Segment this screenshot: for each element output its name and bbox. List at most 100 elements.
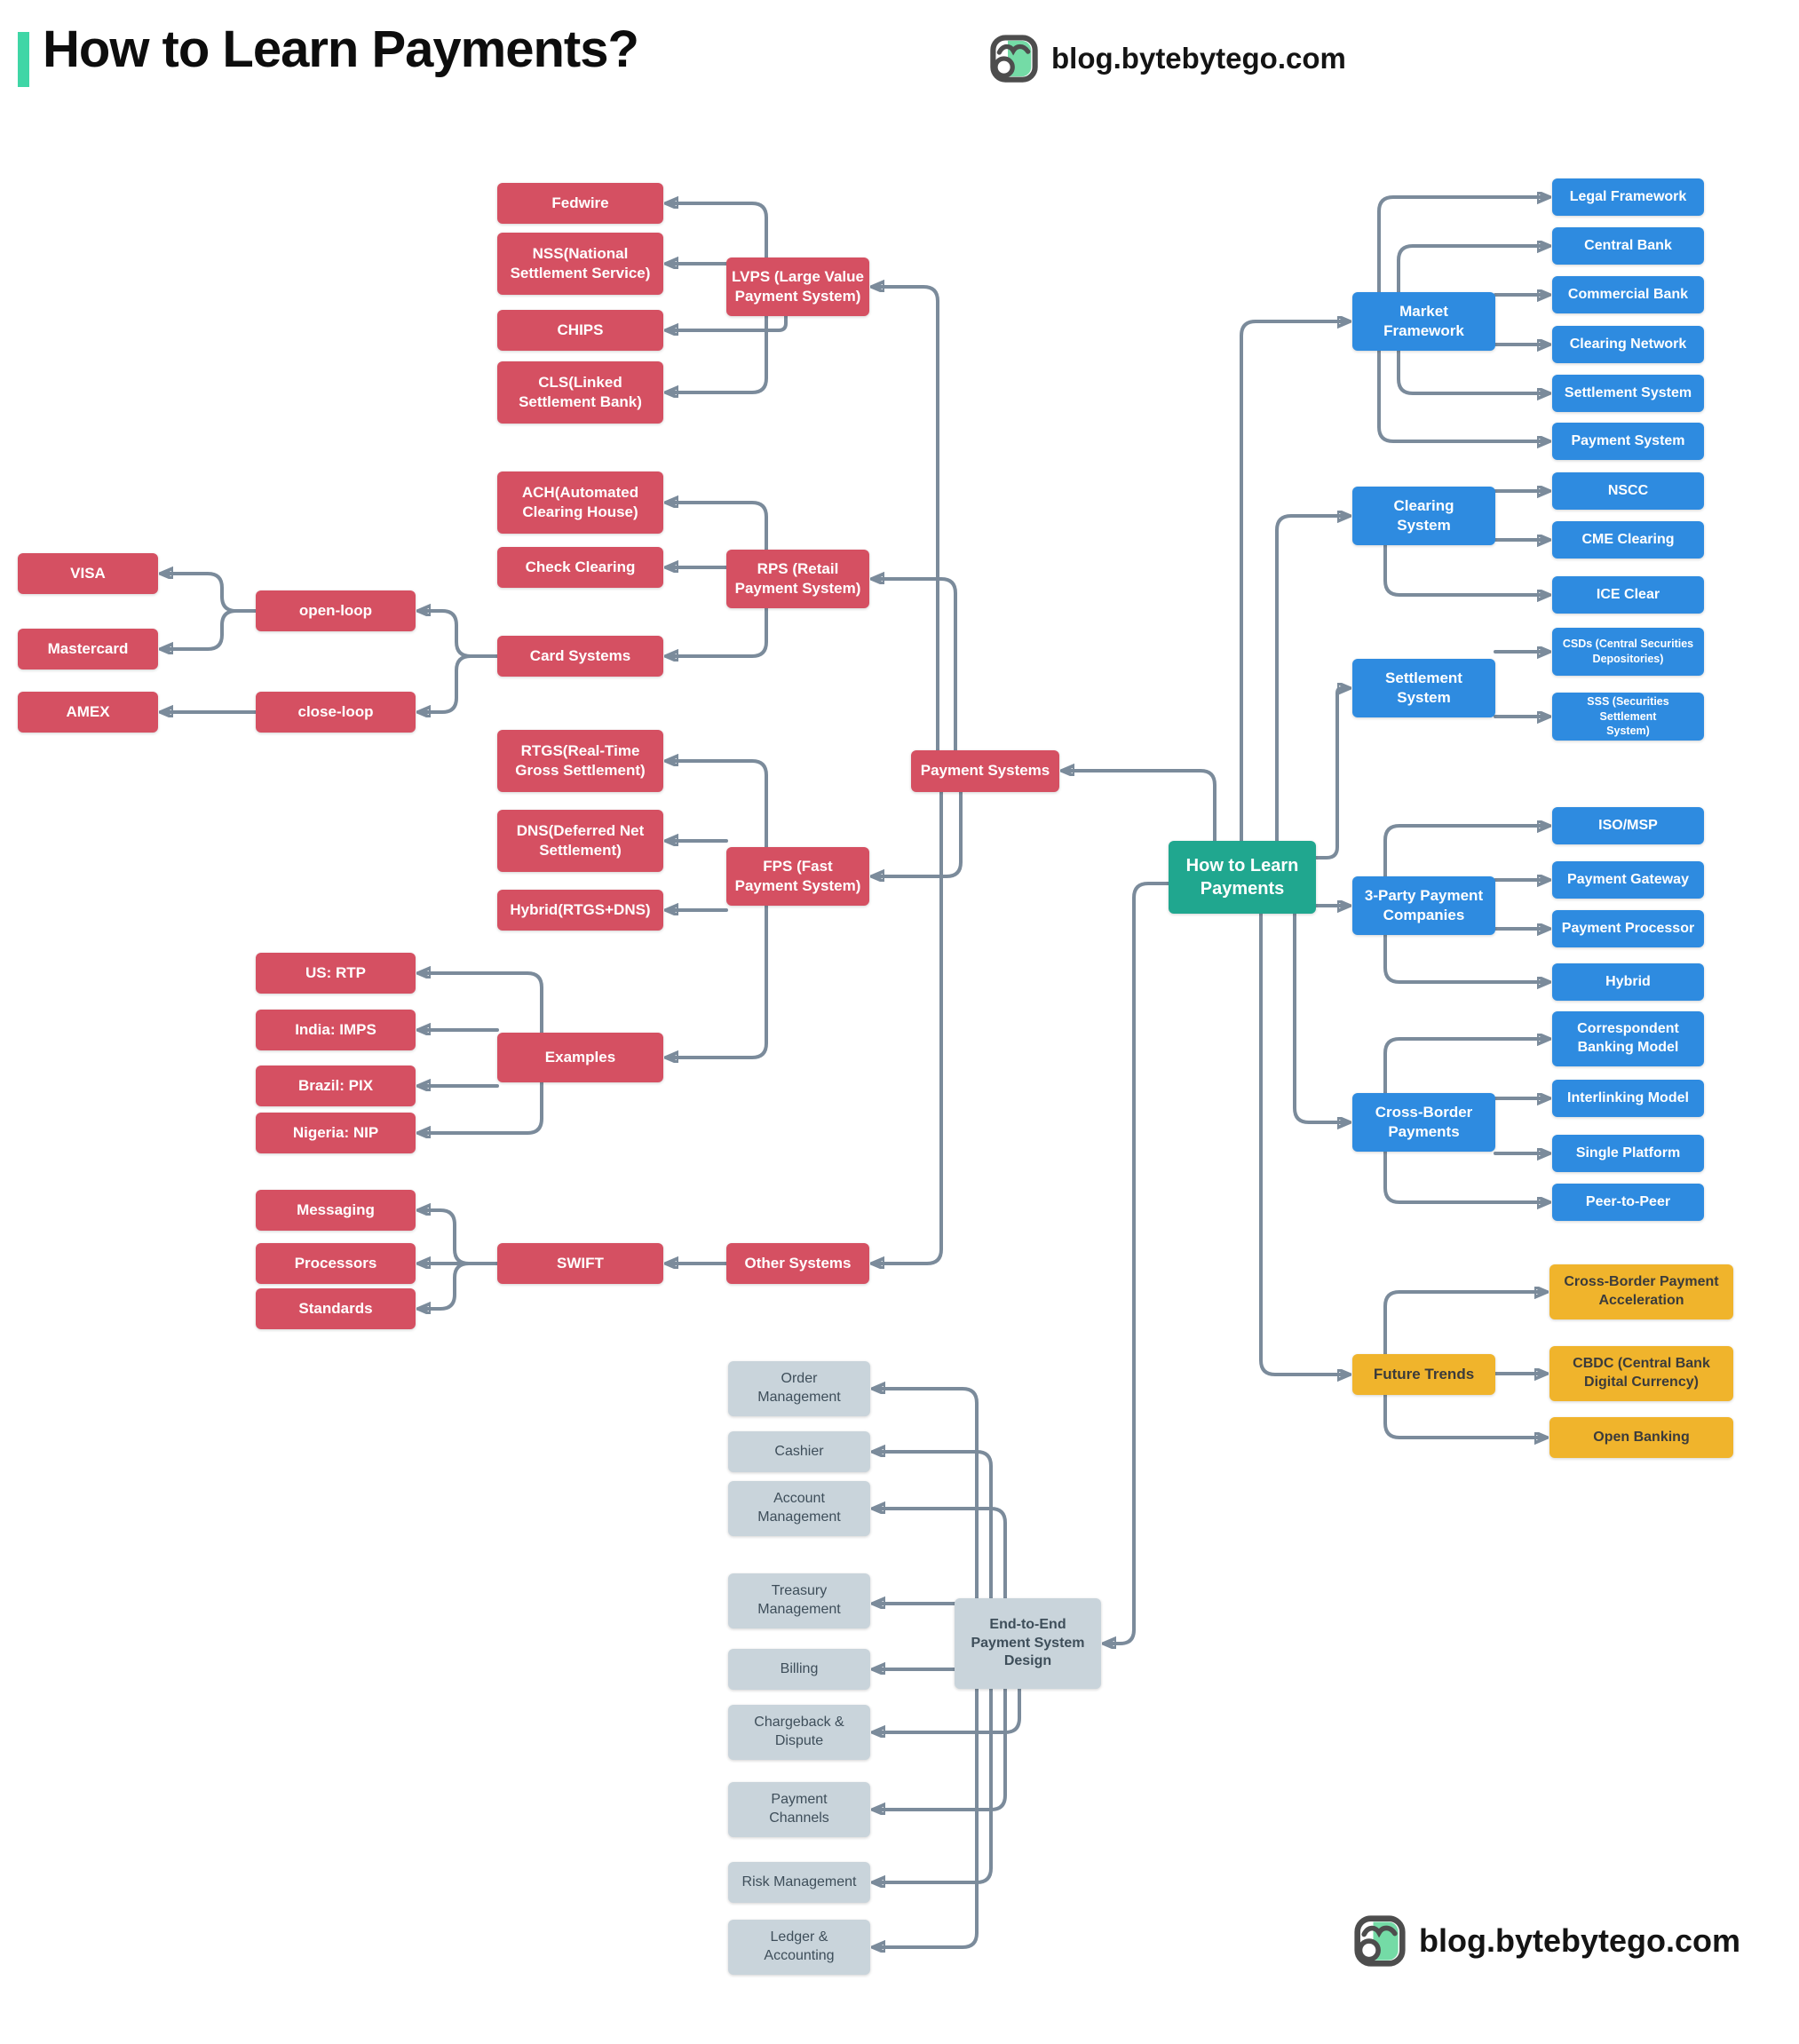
edge-lvps-fedwire	[669, 203, 768, 259]
node-fps: FPS (Fast Payment System)	[726, 847, 869, 906]
node-paymentleaf: Payment System	[1552, 423, 1704, 460]
node-card: Card Systems	[497, 636, 663, 677]
node-cbpa: Cross-Border Payment Acceleration	[1549, 1264, 1733, 1319]
node-othersystems: Other Systems	[726, 1243, 869, 1284]
node-rtgs: RTGS(Real-Time Gross Settlement)	[497, 730, 663, 792]
node-commercialbank: Commercial Bank	[1552, 276, 1704, 313]
edge-endtoend-ordermgmt	[876, 1389, 979, 1600]
node-settlementleaf: Settlement System	[1552, 375, 1704, 412]
edge-fps-examples	[669, 904, 768, 1058]
brand-url-footer: blog.bytebytego.com	[1419, 1922, 1741, 1959]
node-fedwire: Fedwire	[497, 183, 663, 224]
node-nscc: NSCC	[1552, 472, 1704, 510]
node-examples: Examples	[497, 1033, 663, 1082]
node-nss: NSS(National Settlement Service)	[497, 233, 663, 295]
edge-lvps-cls	[669, 314, 768, 392]
edge-card-closeloop	[421, 654, 499, 712]
node-settlementsys: Settlement System	[1352, 659, 1495, 717]
node-messaging: Messaging	[256, 1190, 416, 1231]
node-ordermgmt: Order Management	[728, 1361, 870, 1416]
edge-threeparty-isomsp	[1383, 826, 1547, 878]
edge-paymentsystems-lvps	[875, 287, 939, 752]
node-hybridfps: Hybrid(RTGS+DNS)	[497, 890, 663, 931]
page-title: How to Learn Payments?	[43, 20, 639, 78]
edge-root-clearingsys	[1275, 516, 1347, 843]
bytebytego-logo-icon-footer	[1354, 1915, 1406, 1967]
edge-root-paymentsystems	[1065, 771, 1217, 843]
brand-footer: blog.bytebytego.com	[1353, 1914, 1740, 1968]
node-paychannels: Payment Channels	[728, 1782, 870, 1837]
node-closeloop: close-loop	[256, 692, 416, 733]
edge-futuretrends-openbanking	[1383, 1393, 1544, 1438]
edge-threeparty-hybrid3p	[1383, 933, 1547, 982]
edge-rps-card	[669, 606, 768, 656]
node-accountmgmt: Account Management	[728, 1481, 870, 1536]
edge-paymentsystems-fps	[875, 790, 963, 876]
node-amex: AMEX	[18, 692, 158, 733]
node-mastercard: Mastercard	[18, 629, 158, 669]
edge-openloop-visa	[163, 574, 258, 613]
node-crossborder: Cross-Border Payments	[1352, 1093, 1495, 1152]
node-isomsp: ISO/MSP	[1552, 807, 1704, 844]
edge-marketfw-centralbank	[1397, 246, 1547, 294]
edge-root-settlementsys	[1314, 688, 1347, 860]
node-usrtp: US: RTP	[256, 953, 416, 994]
node-cls: CLS(Linked Settlement Bank)	[497, 361, 663, 424]
node-singleplatform: Single Platform	[1552, 1135, 1704, 1172]
node-nigerianip: Nigeria: NIP	[256, 1113, 416, 1153]
node-peertopeer: Peer-to-Peer	[1552, 1184, 1704, 1221]
node-hybrid3p: Hybrid	[1552, 963, 1704, 1001]
node-csds: CSDs (Central Securities Depositories)	[1552, 628, 1704, 676]
edge-openloop-mastercard	[163, 609, 258, 649]
edge-root-futuretrends	[1259, 912, 1347, 1375]
edge-swift-standards	[421, 1262, 499, 1309]
node-ach: ACH(Automated Clearing House)	[497, 471, 663, 534]
edge-endtoend-ledger	[876, 1687, 979, 1947]
edge-examples-usrtp	[421, 973, 543, 1034]
node-clearingsys: Clearing System	[1352, 487, 1495, 545]
node-payprocessor: Payment Processor	[1552, 910, 1704, 947]
node-correspondent: Correspondent Banking Model	[1552, 1011, 1704, 1066]
node-chips: CHIPS	[497, 310, 663, 351]
edge-rps-ach	[669, 503, 768, 551]
node-paymentsystems: Payment Systems	[911, 750, 1059, 792]
edge-fps-rtgs	[669, 761, 768, 849]
edge-root-marketfw	[1240, 321, 1347, 843]
bytebytego-logo-icon	[990, 35, 1038, 83]
edge-marketfw-settlementleaf	[1397, 349, 1547, 393]
edge-crossborder-correspondent	[1383, 1039, 1547, 1095]
node-clearingnet: Clearing Network	[1552, 326, 1704, 363]
brand-header: blog.bytebytego.com	[989, 34, 1346, 83]
node-indiaimps: India: IMPS	[256, 1010, 416, 1050]
edge-examples-nigerianip	[421, 1081, 543, 1133]
edge-swift-messaging	[421, 1210, 499, 1265]
node-swift: SWIFT	[497, 1243, 663, 1284]
node-billing: Billing	[728, 1649, 870, 1690]
edge-endtoend-cashier	[876, 1452, 993, 1600]
edge-paymentsystems-othersystems	[875, 790, 943, 1264]
node-openloop: open-loop	[256, 590, 416, 631]
node-futuretrends: Future Trends	[1352, 1354, 1495, 1395]
brand-url: blog.bytebytego.com	[1051, 42, 1346, 75]
edge-paymentsystems-rps	[875, 579, 957, 752]
edge-endtoend-chargeback	[876, 1687, 1021, 1732]
node-marketfw: Market Framework	[1352, 292, 1495, 351]
node-cmeclearing: CME Clearing	[1552, 521, 1704, 559]
node-brazilpix: Brazil: PIX	[256, 1066, 416, 1106]
node-sss: SSS (Securities Settlement System)	[1552, 693, 1704, 741]
edge-root-endtoend	[1106, 882, 1170, 1644]
node-openbanking: Open Banking	[1549, 1417, 1733, 1458]
node-legalfw: Legal Framework	[1552, 178, 1704, 216]
edge-marketfw-legalfw	[1377, 197, 1547, 294]
node-interlinking: Interlinking Model	[1552, 1080, 1704, 1117]
node-standards: Standards	[256, 1288, 416, 1329]
node-dns: DNS(Deferred Net Settlement)	[497, 810, 663, 872]
node-check: Check Clearing	[497, 547, 663, 588]
node-cbdc: CBDC (Central Bank Digital Currency)	[1549, 1346, 1733, 1401]
node-paygateway: Payment Gateway	[1552, 861, 1704, 899]
node-treasury: Treasury Management	[728, 1573, 870, 1628]
edge-card-openloop	[421, 611, 499, 658]
edge-endtoend-riskmgmt	[876, 1687, 993, 1882]
node-lvps: LVPS (Large Value Payment System)	[726, 257, 869, 316]
